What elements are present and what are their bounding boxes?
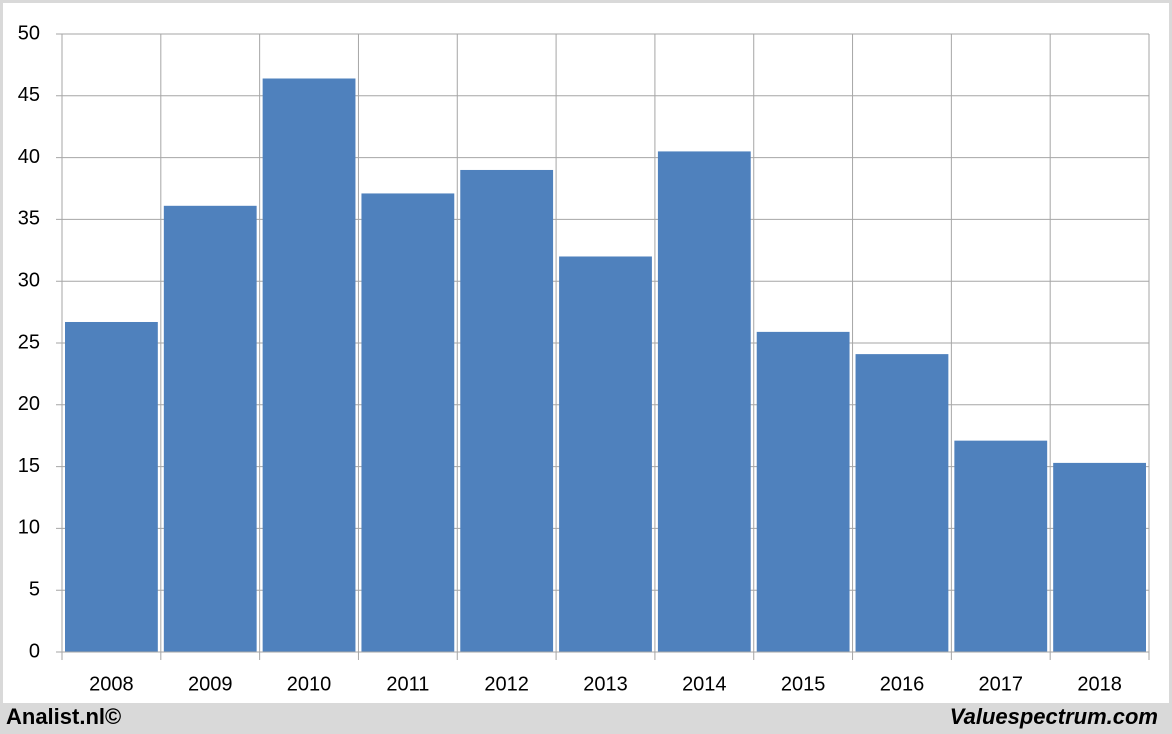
bar: [954, 440, 1048, 652]
bar: [756, 331, 850, 652]
x-tick-label: 2015: [781, 673, 826, 695]
bar: [855, 354, 949, 652]
x-tick-label: 2014: [682, 673, 727, 695]
y-tick-label: 0: [29, 640, 40, 662]
y-tick-label: 20: [18, 393, 40, 415]
y-tick-label: 35: [18, 208, 40, 230]
bar: [657, 151, 751, 653]
bar: [460, 169, 554, 652]
y-tick-label: 25: [18, 331, 40, 353]
x-tick-label: 2010: [287, 673, 332, 695]
x-tick-label: 2013: [583, 673, 628, 695]
y-tick-label: 10: [18, 517, 40, 539]
bar: [262, 78, 356, 653]
x-tick-label: 2018: [1077, 673, 1122, 695]
y-tick-label: 15: [18, 455, 40, 477]
bar: [1053, 462, 1146, 652]
y-tick-label: 30: [18, 269, 40, 291]
x-tick-label: 2016: [880, 673, 925, 695]
y-tick-label: 40: [18, 146, 40, 168]
credit-right: Valuespectrum.com: [950, 704, 1158, 729]
bar: [361, 193, 455, 652]
bar: [65, 321, 158, 652]
bar: [163, 205, 257, 652]
x-tick-label: 2009: [188, 673, 233, 695]
x-tick-label: 2008: [89, 673, 134, 695]
x-tick-label: 2017: [979, 673, 1024, 695]
x-tick-label: 2011: [386, 673, 429, 695]
y-tick-label: 45: [18, 84, 40, 106]
y-tick-label: 5: [29, 578, 40, 600]
credit-left: Analist.nl©: [6, 704, 121, 729]
bar: [559, 256, 652, 652]
y-tick-label: 50: [18, 22, 40, 44]
x-tick-label: 2012: [484, 673, 529, 695]
